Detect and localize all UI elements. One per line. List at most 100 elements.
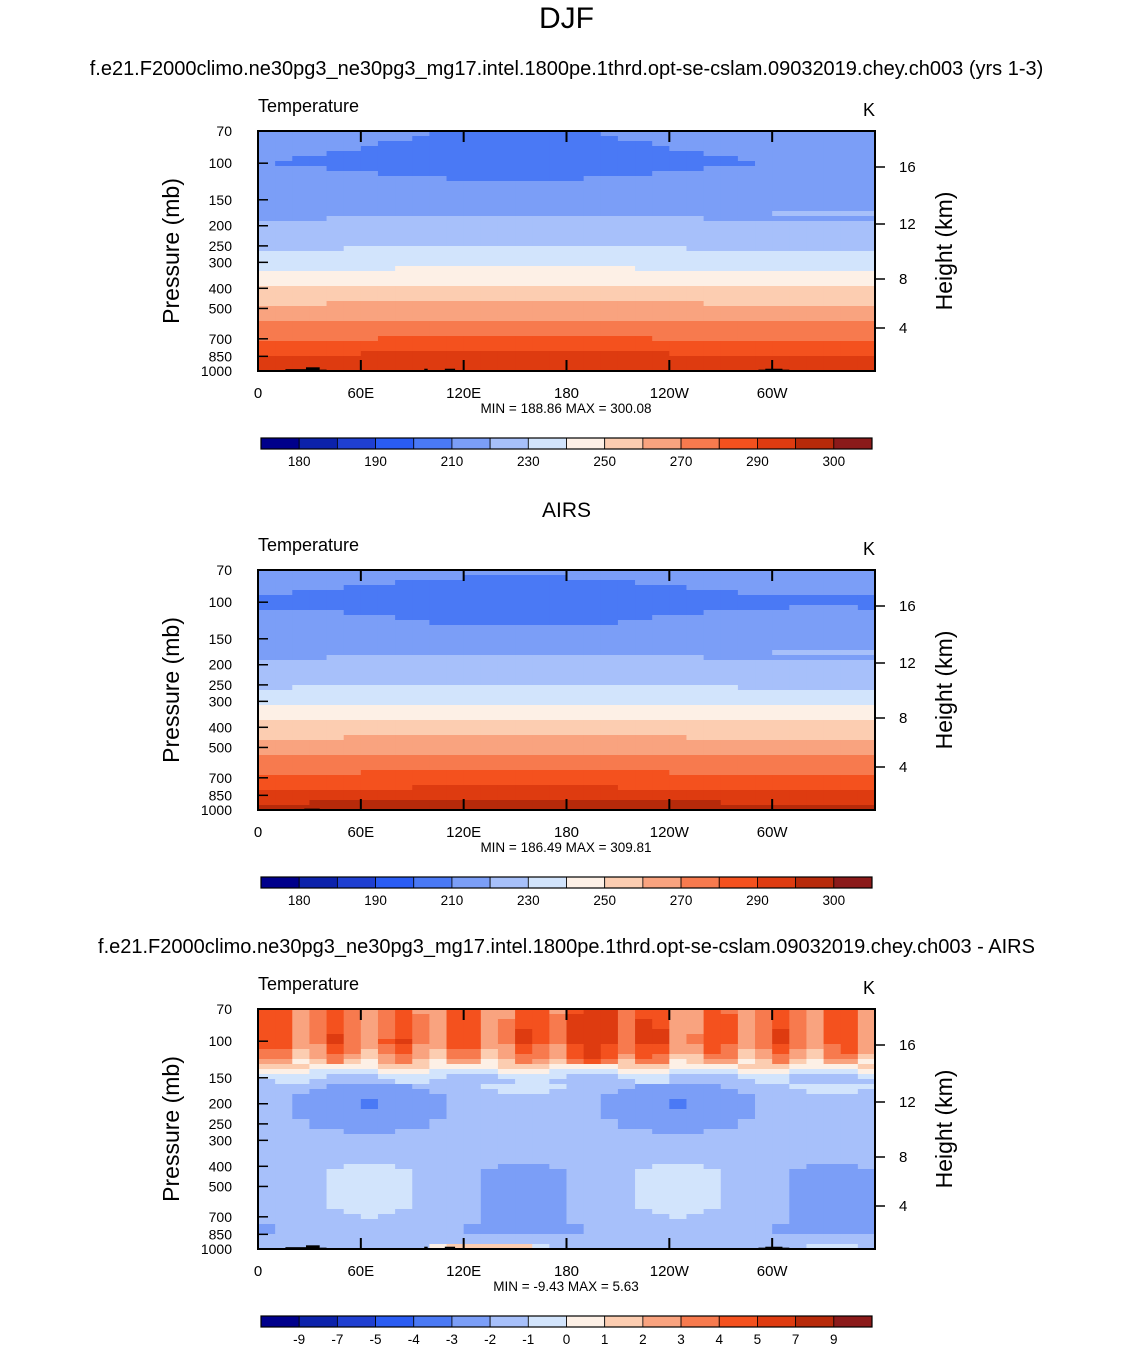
contour-cell <box>567 590 585 596</box>
contour-cell <box>549 745 567 751</box>
contour-cell <box>841 1014 859 1020</box>
contour-cell <box>806 1134 824 1140</box>
contour-cell <box>532 226 550 232</box>
contour-cell <box>412 715 430 721</box>
contour-cell <box>412 201 430 207</box>
contour-cell <box>361 620 379 626</box>
contour-cell <box>498 336 516 342</box>
contour-cell <box>464 331 482 337</box>
contour-cell <box>567 356 585 362</box>
contour-cell <box>584 1104 602 1110</box>
contour-cell <box>772 735 790 741</box>
contour-cell <box>824 296 842 302</box>
contour-cell <box>584 196 602 202</box>
contour-cell <box>858 141 876 147</box>
contour-cell <box>652 1144 670 1150</box>
contour-cell <box>858 735 876 741</box>
contour-cell <box>635 261 653 267</box>
contour-cell <box>601 775 619 781</box>
contour-cell <box>841 361 859 367</box>
contour-cell <box>549 191 567 197</box>
contour-cell <box>309 1069 327 1075</box>
contour-cell <box>772 161 790 167</box>
contour-cell <box>567 1044 585 1050</box>
contour-cell <box>515 690 533 696</box>
contour-cell <box>361 640 379 646</box>
contour-cell <box>515 321 533 327</box>
contour-cell <box>806 595 824 601</box>
contour-cell <box>361 251 379 257</box>
contour-cell <box>806 575 824 581</box>
contour-cell <box>584 640 602 646</box>
colorbar-box <box>681 438 719 449</box>
contour-cell <box>361 1159 379 1165</box>
contour-cell <box>789 1119 807 1125</box>
contour-cell <box>481 311 499 317</box>
contour-cell <box>361 361 379 367</box>
contour-cell <box>652 745 670 751</box>
contour-cell <box>258 191 276 197</box>
contour-cell <box>686 760 704 766</box>
contour-cell <box>738 356 756 362</box>
contour-cell <box>738 700 756 706</box>
contour-cell <box>292 640 310 646</box>
contour-cell <box>327 590 345 596</box>
contour-cell <box>686 660 704 666</box>
contour-cell <box>515 151 533 157</box>
contour-cell <box>275 635 293 641</box>
contour-cell <box>567 1089 585 1095</box>
contour-cell <box>481 216 499 222</box>
contour-cell <box>292 610 310 616</box>
contour-cell <box>429 291 447 297</box>
contour-cell <box>686 1109 704 1115</box>
contour-cell <box>584 136 602 142</box>
contour-cell <box>824 710 842 716</box>
contour-cell <box>327 575 345 581</box>
contour-cell <box>841 256 859 262</box>
contour-cell <box>344 1109 362 1115</box>
contour-cell <box>395 141 413 147</box>
contour-cell <box>532 685 550 691</box>
contour-cell <box>327 695 345 701</box>
contour-cell <box>498 590 516 596</box>
contour-cell <box>841 231 859 237</box>
contour-cell <box>772 346 790 352</box>
contour-cell <box>258 610 276 616</box>
contour-cell <box>481 705 499 711</box>
contour-cell <box>258 730 276 736</box>
height-tick-label: 4 <box>899 320 907 337</box>
contour-cell <box>361 1149 379 1155</box>
contour-cell <box>412 1189 430 1195</box>
contour-cell <box>532 341 550 347</box>
contour-cell <box>258 670 276 676</box>
contour-cell <box>549 800 567 806</box>
contour-cell <box>395 341 413 347</box>
contour-cell <box>515 770 533 776</box>
contour-cell <box>481 1119 499 1125</box>
contour-cell <box>841 1044 859 1050</box>
contour-cell <box>738 351 756 357</box>
contour-cell <box>395 780 413 786</box>
contour-cell <box>704 1029 722 1035</box>
contour-cell <box>378 156 396 162</box>
contour-cell <box>789 1039 807 1045</box>
contour-cell <box>567 625 585 631</box>
contour-cell <box>686 151 704 157</box>
contour-cell <box>635 1149 653 1155</box>
contour-cell <box>327 725 345 731</box>
contour-cell <box>275 161 293 167</box>
contour-cell <box>704 1079 722 1085</box>
contour-cell <box>361 710 379 716</box>
contour-cell <box>412 640 430 646</box>
contour-cell <box>395 331 413 337</box>
contour-cell <box>601 196 619 202</box>
contour-cell <box>721 221 739 227</box>
contour-cell <box>361 176 379 182</box>
contour-cell <box>327 1184 345 1190</box>
contour-cell <box>772 1044 790 1050</box>
contour-cell <box>498 1149 516 1155</box>
contour-cell <box>309 1044 327 1050</box>
contour-cell <box>481 625 499 631</box>
contour-cell <box>447 755 465 761</box>
contour-cell <box>309 660 327 666</box>
